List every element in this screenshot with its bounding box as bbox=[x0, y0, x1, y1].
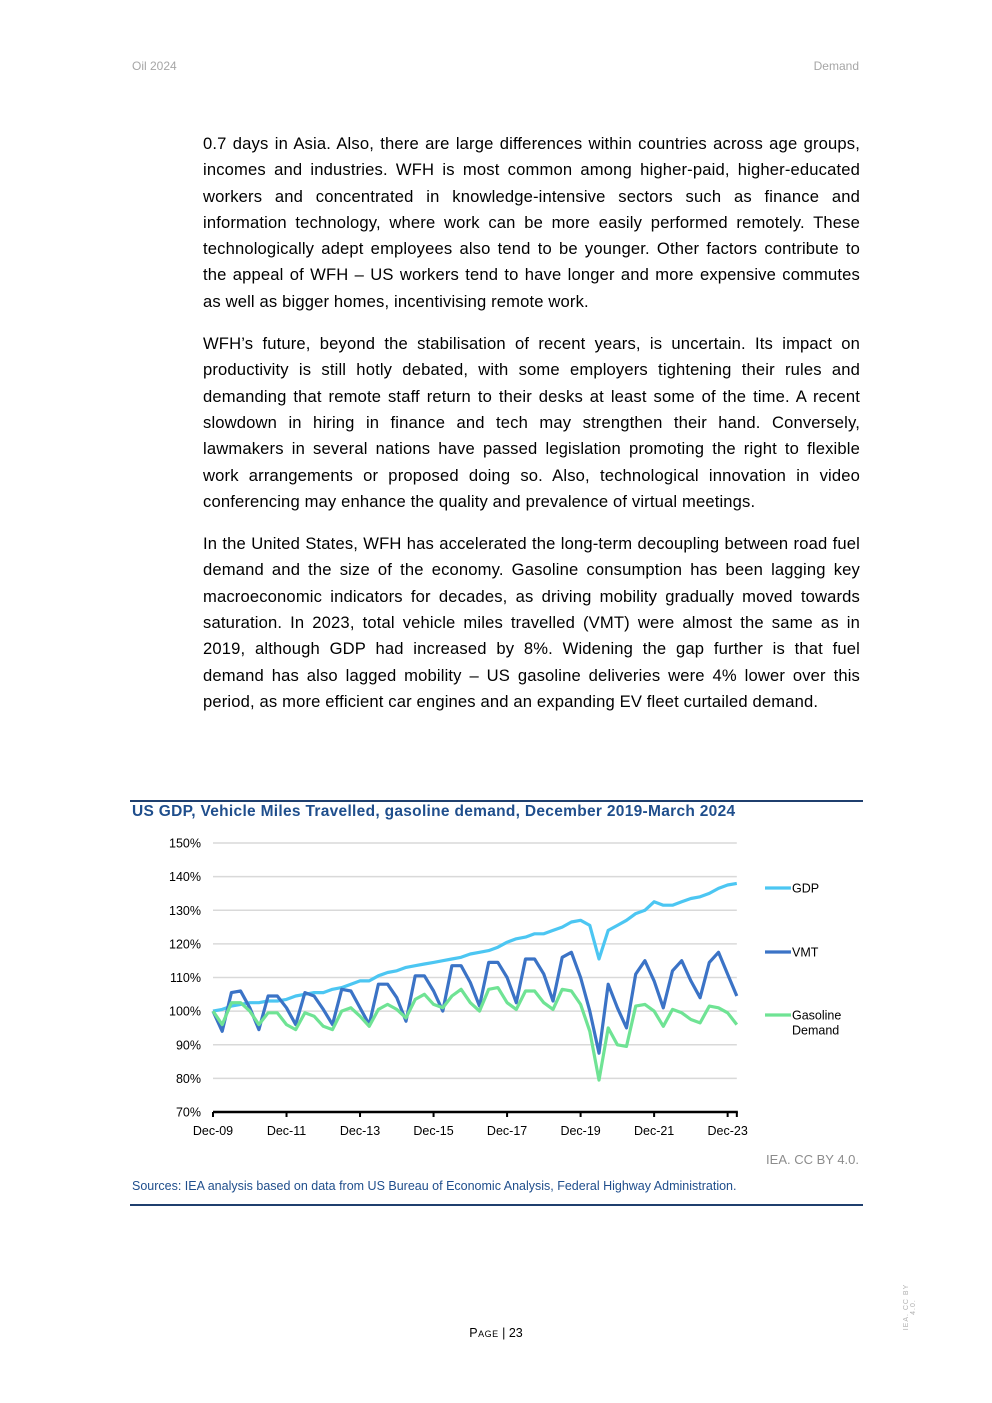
header-report-title: Oil 2024 bbox=[132, 59, 177, 73]
x-tick-label: Dec-23 bbox=[707, 1124, 747, 1138]
sources-note: Sources: IEA analysis based on data from… bbox=[132, 1179, 737, 1193]
chart-bottom-rule bbox=[130, 1204, 863, 1206]
paragraph: In the United States, WFH has accelerate… bbox=[203, 534, 860, 711]
page-number-value: 23 bbox=[508, 1326, 523, 1340]
y-tick-label: 100% bbox=[169, 1005, 201, 1019]
y-tick-label: 140% bbox=[169, 870, 201, 884]
y-tick-label: 110% bbox=[170, 971, 201, 985]
page-number: Page | 23 bbox=[0, 1326, 992, 1340]
legend-label: VMT bbox=[792, 946, 819, 960]
x-tick-label: Dec-13 bbox=[340, 1124, 380, 1138]
header-section: Demand bbox=[813, 59, 859, 73]
paragraph: WFH’s future, beyond the stabilisation o… bbox=[203, 334, 860, 511]
x-tick-label: Dec-19 bbox=[560, 1124, 600, 1138]
page-separator: | bbox=[498, 1326, 509, 1340]
x-tick-label: Dec-09 bbox=[193, 1124, 233, 1138]
side-license: IEA. CC BY 4.0. bbox=[903, 1283, 917, 1331]
x-tick-label: Dec-11 bbox=[267, 1124, 306, 1138]
series-line-gdp bbox=[212, 881, 738, 1013]
legend-label: GDP bbox=[792, 882, 819, 896]
series-line-vmt bbox=[211, 950, 739, 1055]
y-tick-label: 90% bbox=[176, 1038, 201, 1052]
paragraph: 0.7 days in Asia. Also, there are large … bbox=[203, 134, 860, 311]
y-tick-label: 130% bbox=[169, 904, 201, 918]
y-tick-label: 120% bbox=[169, 937, 201, 951]
license-note: IEA. CC BY 4.0. bbox=[766, 1152, 859, 1167]
series-line-gasoline-demand bbox=[211, 985, 739, 1082]
x-tick-label: Dec-21 bbox=[634, 1124, 674, 1138]
x-tick-label: Dec-15 bbox=[413, 1124, 453, 1138]
chart-top-rule bbox=[130, 800, 863, 802]
legend-label: Gasoline Demand bbox=[792, 1009, 841, 1038]
chart-title: US GDP, Vehicle Miles Travelled, gasolin… bbox=[132, 803, 736, 820]
page-label: Page bbox=[469, 1326, 499, 1340]
y-tick-label: 150% bbox=[169, 837, 201, 851]
body-text: 0.7 days in Asia. Also, there are large … bbox=[203, 131, 860, 731]
x-tick-label: Dec-17 bbox=[487, 1124, 527, 1138]
y-tick-label: 80% bbox=[176, 1072, 201, 1086]
y-tick-label: 70% bbox=[176, 1106, 201, 1120]
